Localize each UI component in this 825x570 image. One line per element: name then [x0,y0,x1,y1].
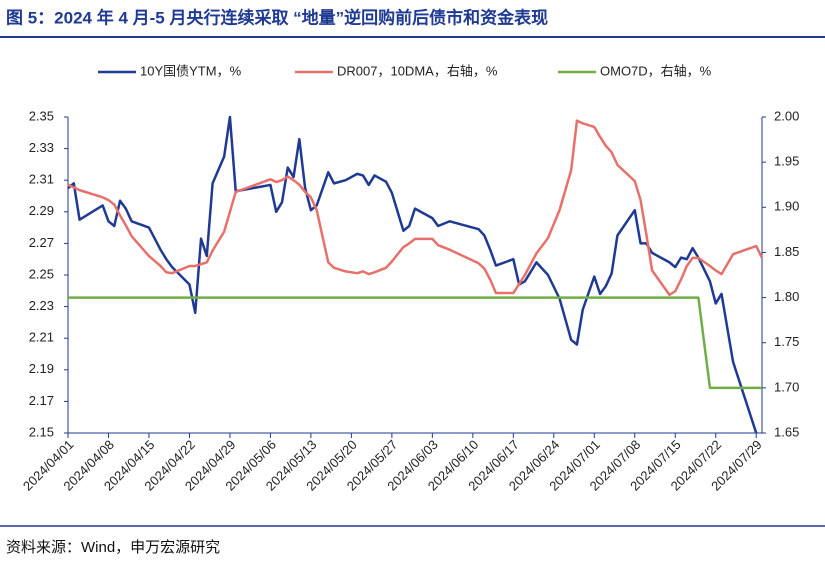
chart-title: 图 5：2024 年 4 月-5 月央行连续采取 “地量”逆回购前后债市和资金表… [6,7,548,27]
legend-label: 10Y国债YTM，% [140,63,242,78]
y-tick-label: 2.15 [29,424,54,439]
y-tick-label: 2.25 [29,266,54,281]
y-tick-label: 2.35 [29,108,54,123]
legend-label: OMO7D，右轴，% [600,63,712,78]
y-tick-label: 2.27 [29,235,54,250]
source-note: 资料来源：Wind，申万宏源研究 [6,539,220,556]
series-line [67,119,764,297]
y2-tick-label: 1.65 [774,424,799,439]
y2-tick-label: 1.75 [774,334,799,349]
y-tick-label: 2.21 [29,330,54,345]
y-tick-label: 2.31 [29,172,54,187]
y2-tick-label: 1.70 [774,379,799,394]
y-tick-label: 2.17 [29,393,54,408]
legend-label: DR007，10DMA，右轴，% [337,63,498,78]
y2-tick-label: 1.95 [774,154,799,169]
y2-tick-label: 1.80 [774,289,799,304]
y-tick-label: 2.29 [29,203,54,218]
y-tick-label: 2.33 [29,140,54,155]
y-tick-label: 2.19 [29,361,54,376]
y-tick-label: 2.23 [29,298,54,313]
y2-tick-label: 1.90 [774,199,799,214]
series-line [68,296,762,390]
y2-tick-label: 1.85 [774,244,799,259]
y2-tick-label: 2.00 [774,108,799,123]
series-line [67,115,758,434]
